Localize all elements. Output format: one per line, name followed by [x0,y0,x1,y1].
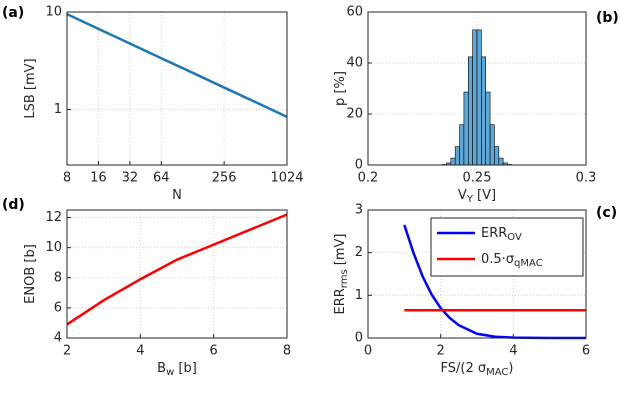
x-tick-label: 0.2 [358,171,379,186]
hist-bar [498,157,504,166]
x-tick-label: 8 [283,344,291,359]
hist-bar [485,91,491,166]
label-part: B [157,361,166,376]
label-part: [mV] [333,233,348,269]
x-tick-label: 1024 [270,171,303,186]
y-axis-label: ENOB [b] [23,244,38,304]
hist-bar [489,124,495,166]
x-axis-label: Bw [b] [157,361,197,379]
axes-box [66,209,288,339]
hist-bar [476,29,482,166]
y-tick-label: 3 [355,203,363,218]
data-line [66,13,288,119]
legend-label: ERROV [481,226,522,244]
y-tick-label: 1 [54,102,62,117]
y-axis-label: LSB [mV] [23,58,38,118]
label-part: qMAC [514,258,543,269]
x-tick-label: 256 [212,171,237,186]
panel-label: (b) [596,10,619,26]
label-part: ERR [333,288,348,314]
axes-box [66,11,288,166]
y-tick-label: 60 [346,5,363,20]
y-tick-label: 8 [54,270,62,285]
label-part: OV [507,232,522,243]
hist-bar [494,146,500,166]
y-axis-label: p [%] [333,71,348,106]
x-axis-label: N [172,188,182,203]
panel-label: (c) [596,205,617,221]
legend-box [430,217,584,277]
hist-bar [459,124,465,166]
axes-box [367,11,587,166]
hist-bar [450,157,456,166]
label-part: MAC [486,367,508,378]
x-tick-label: 32 [122,171,139,186]
hist-bar [467,56,473,166]
hist-bar [454,146,460,166]
label-part: N [172,188,182,203]
y-tick-label: 6 [54,300,62,315]
hist-bar [472,29,478,166]
x-tick-label: 2 [437,344,445,359]
y-tick-label: 12 [45,210,62,225]
label-part: ERR [481,226,507,241]
panel-label: (d) [2,197,25,213]
y-tick-label: 4 [54,331,62,346]
label-part: [V] [473,188,496,203]
label-part: FS/(2 σ [441,361,487,376]
legend-label: 0.5·σqMAC [481,252,543,270]
label-part: V [458,188,467,203]
data-line [66,213,288,326]
x-tick-label: 64 [153,171,170,186]
y-tick-label: 10 [45,240,62,255]
x-tick-label: 2 [63,344,71,359]
hist-bar [481,56,487,166]
y-axis-label: ERRrms [mV] [333,233,351,314]
x-axis-label: VY [V] [458,188,496,206]
x-tick-label: 0.3 [576,171,597,186]
y-tick-label: 20 [346,107,363,122]
label-part: LSB [mV] [23,58,38,118]
x-tick-label: 4 [136,344,144,359]
x-tick-label: 0 [364,344,372,359]
x-tick-label: 6 [582,344,590,359]
x-tick-label: 16 [90,171,107,186]
label-part: ) [508,361,513,376]
x-axis-label: FS/(2 σMAC) [441,361,514,379]
label-part: [b] [174,361,197,376]
label-part: w [166,367,174,378]
x-tick-label: 6 [210,344,218,359]
y-tick-label: 2 [355,245,363,260]
hist-bar [463,91,469,166]
label-part: Y [466,194,474,205]
label-part: p [%] [333,71,348,106]
y-tick-label: 40 [346,56,363,71]
y-tick-label: 0 [355,331,363,346]
y-tick-label: 10 [45,5,62,20]
y-tick-label: 1 [355,288,363,303]
x-tick-label: 0.25 [463,171,492,186]
label-part: ENOB [b] [23,244,38,304]
label-part: 0.5·σ [481,252,514,267]
x-tick-label: 4 [509,344,517,359]
x-tick-label: 8 [63,171,71,186]
label-part: rms [339,269,350,288]
axes-box [367,209,587,339]
y-tick-label: 0 [355,158,363,173]
panel-label: (a) [2,5,24,21]
